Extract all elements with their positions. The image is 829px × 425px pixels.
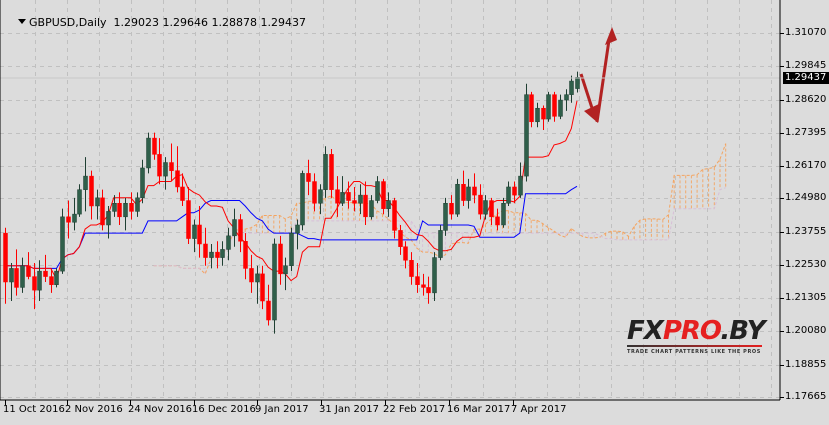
- arrow-up-head-icon: [605, 27, 617, 45]
- y-tick-label: 1.31070: [785, 26, 827, 38]
- y-tick-label: 1.22530: [785, 258, 827, 270]
- arrow-up-shaft: [595, 39, 611, 123]
- symbol-timeframe: GBPUSD,Daily: [29, 16, 107, 29]
- y-axis-tick-marks: [780, 33, 784, 398]
- x-tick-label: 31 Jan 2017: [319, 404, 379, 415]
- x-tick-label: 22 Feb 2017: [383, 404, 446, 415]
- y-tick-label: 1.23755: [785, 225, 827, 237]
- high-value: 1.29646: [162, 16, 209, 29]
- y-tick-label: 1.29845: [785, 59, 827, 71]
- y-tick-label: 1.26170: [785, 159, 827, 171]
- low-value: 1.28878: [211, 16, 258, 29]
- forecast-arrows: [579, 27, 617, 123]
- x-tick-label: 2 Nov 2016: [65, 404, 123, 415]
- chart-title[interactable]: GBPUSD,Daily 1.29023 1.29646 1.28878 1.2…: [4, 3, 306, 42]
- y-tick-label: 1.21305: [785, 291, 827, 303]
- x-tick-label: 7 Apr 2017: [511, 404, 567, 415]
- y-tick-label: 1.20080: [785, 324, 827, 336]
- fxpro-watermark-logo: FXPRO.BY TRADE CHART PATTERNS LIKE THE P…: [627, 316, 766, 356]
- candles: [3, 71, 580, 334]
- y-tick-label: 1.27395: [785, 126, 827, 138]
- current-price-label: 1.29437: [783, 72, 829, 84]
- x-tick-label: 16 Mar 2017: [447, 404, 511, 415]
- logo-tagline: TRADE CHART PATTERNS LIKE THE PROS: [627, 349, 761, 355]
- close-value: 1.29437: [260, 16, 307, 29]
- y-tick-label: 1.17665: [785, 390, 827, 402]
- x-tick-label: 11 Oct 2016: [3, 404, 65, 415]
- y-tick-label: 1.24980: [785, 191, 827, 203]
- dropdown-triangle-icon[interactable]: [18, 19, 26, 24]
- y-tick-label: 1.28620: [785, 93, 827, 105]
- logo-fx: FX: [627, 316, 664, 346]
- x-tick-label: 9 Jan 2017: [255, 404, 309, 415]
- logo-by: .BY: [720, 316, 765, 346]
- logo-pro: PRO: [662, 316, 722, 346]
- x-axis-tick-marks: [5, 400, 514, 405]
- open-value: 1.29023: [113, 16, 160, 29]
- x-tick-label: 16 Dec 2016: [192, 404, 256, 415]
- x-tick-label: 24 Nov 2016: [128, 404, 193, 415]
- arrow-down-shaft: [579, 73, 594, 109]
- logo-underline: [627, 345, 762, 347]
- y-tick-label: 1.18855: [785, 358, 827, 370]
